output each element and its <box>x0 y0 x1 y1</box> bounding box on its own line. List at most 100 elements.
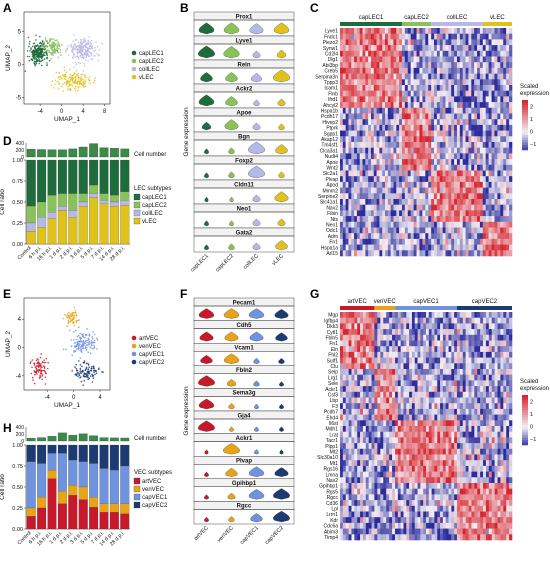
heatmap-cell <box>498 392 501 398</box>
heatmap-cell <box>366 335 369 341</box>
cell-number-bar <box>48 436 56 441</box>
heatmap-cell <box>463 119 466 125</box>
heatmap-cell <box>340 369 343 375</box>
heatmap-cell <box>371 153 374 159</box>
heatmap-cell <box>411 79 414 85</box>
heatmap-cell <box>489 28 492 34</box>
heatmap-cell <box>457 318 460 324</box>
heatmap-cell <box>500 62 503 68</box>
heatmap-cell <box>457 102 460 108</box>
heatmap-cell <box>474 39 477 45</box>
heatmap-cell <box>489 34 492 40</box>
heatmap-cell <box>494 250 497 256</box>
heatmap-cell <box>411 125 414 131</box>
heatmap-cell <box>405 136 408 142</box>
heatmap-cell <box>385 165 388 171</box>
heatmap-cell <box>414 205 417 211</box>
heatmap-cell <box>340 363 343 369</box>
heatmap-cell <box>340 392 343 398</box>
heatmap-cell <box>396 125 399 131</box>
heatmap-cell <box>393 222 396 228</box>
heatmap-cell <box>340 62 343 68</box>
cell-number-bar <box>89 144 97 157</box>
heatmap-cell <box>471 352 474 358</box>
heatmap-cell <box>382 205 385 211</box>
heatmap-cell <box>506 142 509 148</box>
heatmap-cell <box>457 386 460 392</box>
heatmap-cell <box>377 358 380 364</box>
heatmap-cell <box>365 28 368 34</box>
heatmap-cell <box>351 176 354 182</box>
heatmap-cell <box>374 375 377 381</box>
heatmap-cell <box>443 131 446 137</box>
heatmap-cell <box>346 114 349 120</box>
heatmap-cell <box>422 85 425 91</box>
heatmap-cell <box>425 148 428 154</box>
umap-point-capVEC1 <box>93 342 95 344</box>
heatmap-cell <box>368 131 371 137</box>
heatmap-cell <box>402 28 405 34</box>
heatmap-cell <box>428 91 431 97</box>
heatmap-cell <box>449 363 452 369</box>
heatmap-cell <box>379 114 382 120</box>
bar-segment-capLEC1 <box>68 160 77 194</box>
heatmap-cell <box>385 51 388 57</box>
heatmap-cell <box>386 363 389 369</box>
bar-segment-artVEC <box>68 495 77 529</box>
heatmap-cell <box>477 233 480 239</box>
heatmap-cell <box>448 68 451 74</box>
heatmap-cell <box>463 250 466 256</box>
heatmap-cell <box>402 68 405 74</box>
heatmap-cell <box>483 228 486 234</box>
y-tick-label: 1.00 <box>12 158 23 164</box>
heatmap-cell <box>440 318 443 324</box>
heatmap-cell <box>471 392 474 398</box>
heatmap-cell <box>412 329 415 335</box>
heatmap-cell <box>405 108 408 114</box>
heatmap-cell <box>371 205 374 211</box>
heatmap-cell <box>492 96 495 102</box>
heatmap-cell <box>457 216 460 222</box>
heatmap-cell <box>357 323 360 329</box>
x-tick-label: 4 <box>98 395 102 401</box>
heatmap-cell <box>489 329 492 335</box>
heatmap-cell <box>399 239 402 245</box>
legend-swatch-capLEC1 <box>132 51 137 56</box>
heatmap-cell <box>460 51 463 57</box>
heatmap-cell <box>474 210 477 216</box>
heatmap-cell <box>414 153 417 159</box>
umap-point-vLEC <box>80 82 82 84</box>
cell-number-bar <box>27 438 35 441</box>
heatmap-cell <box>440 91 443 97</box>
heatmap-cell <box>385 239 388 245</box>
heatmap-cell <box>354 79 357 85</box>
heatmap-cell <box>471 165 474 171</box>
heatmap-cell <box>471 68 474 74</box>
y-tick-label: 0.00 <box>12 527 23 533</box>
heatmap-cell <box>351 233 354 239</box>
heatmap-cell <box>402 57 405 63</box>
heatmap-cell <box>431 233 434 239</box>
heatmap-cell <box>360 380 363 386</box>
heatmap-cell <box>445 250 448 256</box>
heatmap-cell <box>346 239 349 245</box>
heatmap-cell <box>471 341 474 347</box>
heatmap-cell <box>406 341 409 347</box>
heatmap-cell <box>340 102 343 108</box>
heatmap-cell <box>365 62 368 68</box>
legend-label-capLEC2: capLEC2 <box>139 59 164 65</box>
heatmap-cell <box>377 119 380 125</box>
heatmap-cell <box>414 171 417 177</box>
heatmap-cell <box>483 369 486 375</box>
heatmap-cell <box>480 363 483 369</box>
heatmap-cell <box>448 148 451 154</box>
heatmap-cell <box>451 85 454 91</box>
heatmap-cell <box>411 188 414 194</box>
heatmap-cell <box>443 341 446 347</box>
violin-capLEC1 <box>201 72 213 82</box>
heatmap-cell <box>385 153 388 159</box>
bar-segment-collLEC <box>79 202 88 206</box>
heatmap-cell <box>395 369 398 375</box>
bar-segment-capLEC1 <box>58 160 67 194</box>
heatmap-cell <box>483 323 486 329</box>
